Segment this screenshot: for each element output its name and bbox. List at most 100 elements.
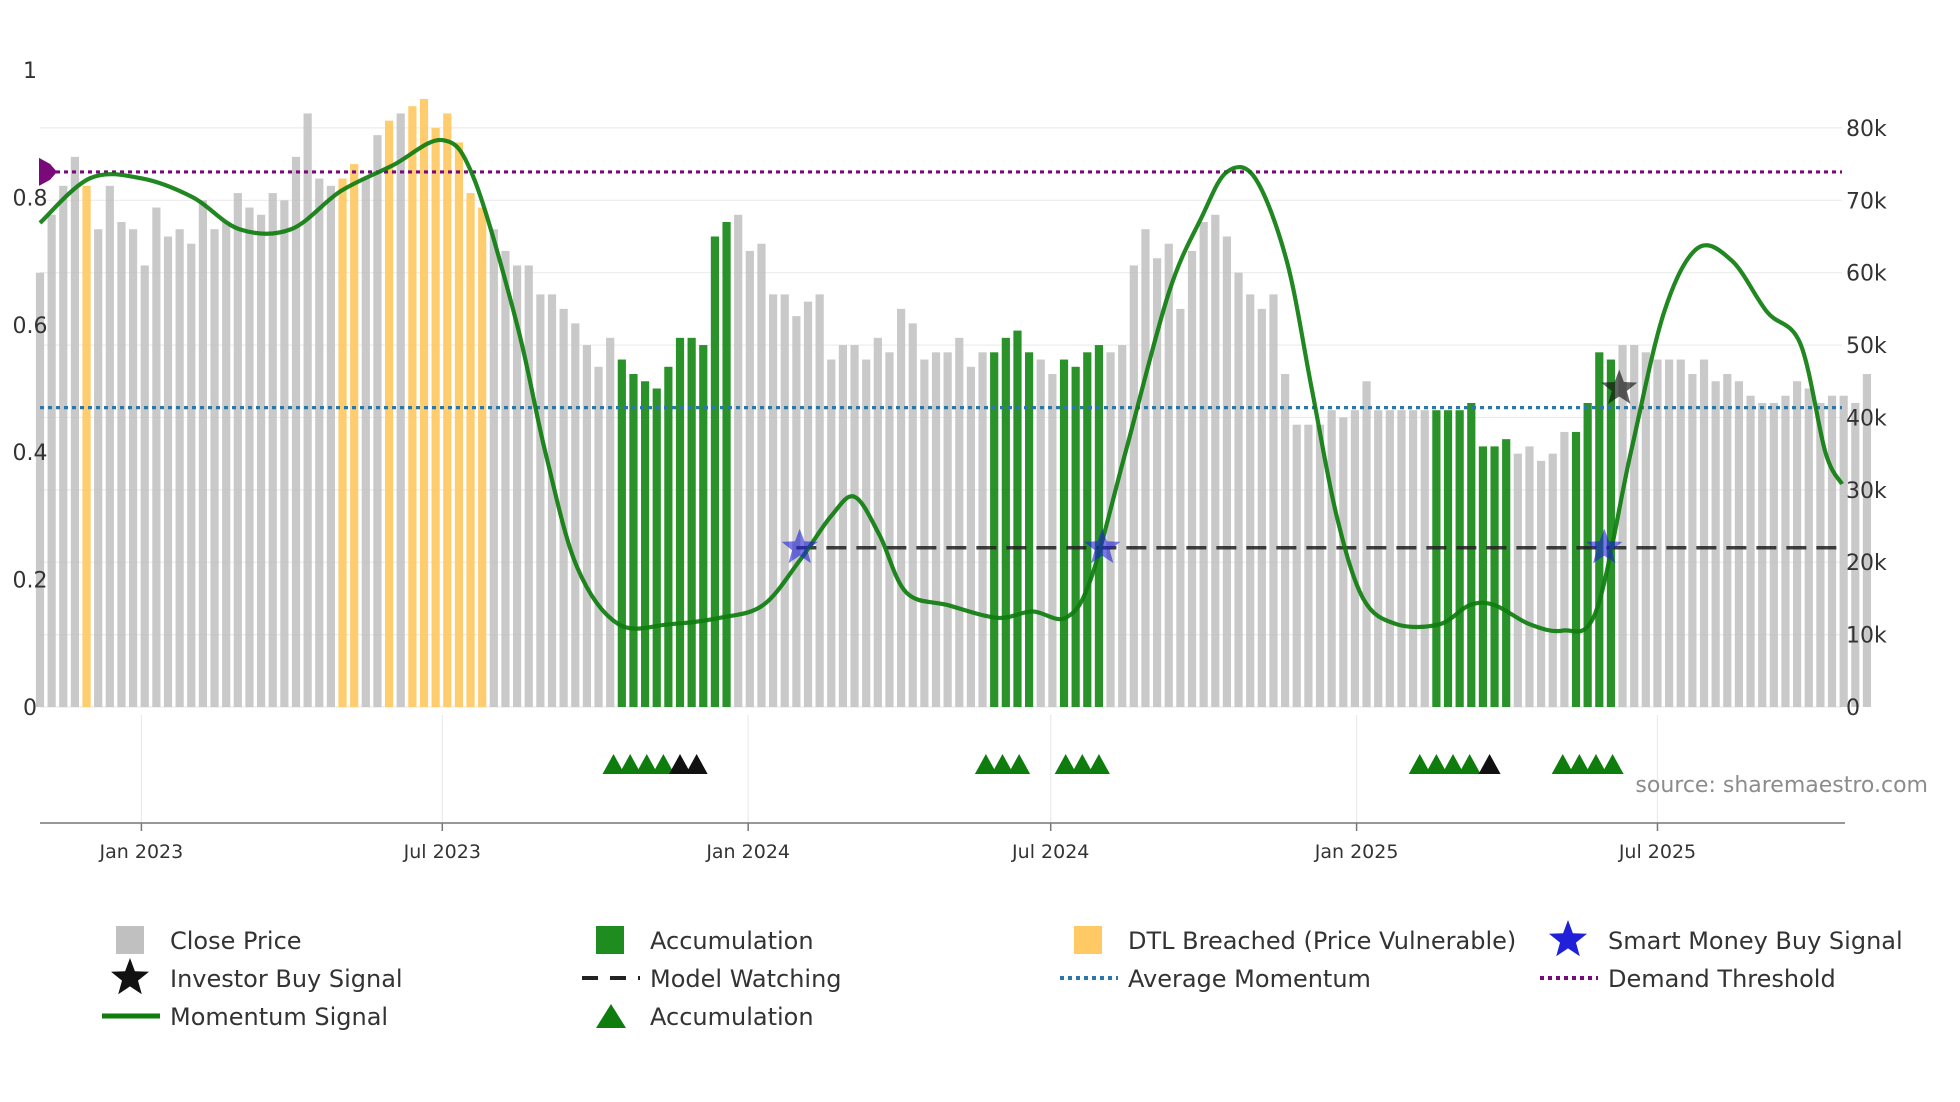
close-bar (745, 250, 754, 707)
close-bar (1292, 424, 1301, 707)
close-bar (1851, 402, 1860, 707)
close-bar (966, 366, 976, 707)
axes: Jan 2023 Jul 2023 Jan 2024 Jul 2024 Jan 2025… (13, 59, 1887, 863)
close-bar (163, 236, 173, 707)
close-bar (59, 185, 68, 707)
close-bar (547, 294, 557, 707)
accumulation-bar (1502, 439, 1511, 707)
close-bar (1781, 395, 1790, 707)
legend-label-momentum: Momentum Signal (170, 1003, 388, 1031)
close-bar (1862, 374, 1872, 707)
close-bar (1816, 402, 1825, 707)
accumulation-triangle (1054, 754, 1077, 774)
accumulation-bar (1025, 352, 1034, 707)
close-bar (1164, 243, 1173, 707)
close-bar (222, 222, 231, 708)
demand-threshold-marker (39, 157, 57, 186)
close-bar (70, 156, 80, 707)
accumulation-bar (1606, 359, 1616, 707)
legend-label-average: Average Momentum (1128, 965, 1371, 993)
momentum-line (38, 137, 1844, 634)
accumulation-bar (1467, 402, 1476, 707)
accumulation-bar (664, 366, 673, 707)
accumulation-bar (1013, 330, 1022, 707)
accumulation-bar (722, 222, 731, 708)
close-bar (1106, 352, 1115, 707)
close-bar (128, 229, 138, 707)
close-bar (862, 359, 871, 707)
close-bar (1537, 460, 1546, 707)
accumulation-triangle (602, 754, 625, 774)
close-bar (1211, 214, 1220, 708)
close-bar (105, 185, 114, 707)
close-bar (1246, 294, 1255, 707)
source-label: source: sharemaestro.com (1635, 773, 1928, 798)
close-bar (1525, 446, 1534, 707)
accumulation-triangle (1584, 754, 1607, 774)
accumulation-triangle (1551, 754, 1574, 774)
accumulation-triangle (1601, 754, 1624, 774)
accumulation-triangle (1071, 754, 1094, 774)
close-bar (1734, 381, 1744, 707)
accumulation-bar (617, 359, 626, 707)
close-bar (291, 156, 301, 707)
close-bar (256, 214, 266, 708)
smart-money-star (1084, 528, 1121, 564)
close-bar (1548, 453, 1557, 707)
close-bar (1187, 250, 1197, 707)
legend-label-accumulation: Accumulation (650, 927, 814, 955)
right-tick-label: 50k (1846, 334, 1887, 359)
close-bar (850, 345, 859, 707)
close-bar (1176, 308, 1185, 707)
accumulation-bar (640, 381, 650, 707)
close-bar (757, 243, 766, 707)
close-bar (955, 337, 964, 707)
legend: Close Price Investor Buy Signal Momentum S… (102, 920, 1903, 1031)
accumulation-triangle (619, 754, 642, 774)
close-bar (1688, 374, 1697, 707)
legend-label-threshold: Demand Threshold (1608, 965, 1836, 993)
smart-money-star (781, 528, 818, 564)
close-bar (1769, 402, 1778, 707)
accumulation-triangle (1425, 754, 1448, 774)
close-bar (1804, 388, 1813, 707)
close-bar (1630, 345, 1639, 707)
close-bar (897, 308, 906, 707)
close-bar (815, 294, 824, 707)
close-bar (792, 316, 801, 707)
close-bar (175, 229, 184, 707)
x-tick-label: Jan 2023 (99, 841, 184, 863)
close-bar (303, 113, 312, 707)
x-tick-label: Jul 2024 (1011, 841, 1089, 863)
close-bar (1269, 294, 1278, 707)
close-bar (1199, 222, 1208, 708)
legend-label-smart: Smart Money Buy Signal (1608, 927, 1903, 955)
close-bar (1048, 374, 1057, 707)
close-bar (1839, 395, 1848, 707)
dtl-bar (82, 185, 91, 707)
dtl-bar (454, 142, 464, 708)
close-bar (780, 294, 789, 707)
accumulation-triangle (1458, 754, 1481, 774)
close-bar (280, 200, 289, 707)
accumulation-triangle (635, 754, 658, 774)
close-bar (559, 308, 568, 707)
close-bar (1350, 410, 1360, 707)
accumulation-bar (687, 337, 696, 707)
close-bar (396, 113, 405, 707)
right-tick-label: 60k (1846, 262, 1887, 287)
close-bar (920, 359, 929, 707)
close-bar (152, 207, 161, 707)
close-bar (885, 352, 894, 707)
smart-money-star (1586, 528, 1623, 564)
investor-star (1601, 369, 1638, 404)
accumulation-triangle (991, 754, 1014, 774)
signal-markers (602, 369, 1638, 774)
dtl-bar (443, 113, 452, 707)
dtl-bar (466, 193, 475, 707)
close-bar (315, 178, 324, 708)
right-tick-label: 0 (1846, 696, 1860, 721)
legend-triangle-marker_accum (596, 1004, 626, 1028)
accumulation-bar (1071, 366, 1080, 707)
